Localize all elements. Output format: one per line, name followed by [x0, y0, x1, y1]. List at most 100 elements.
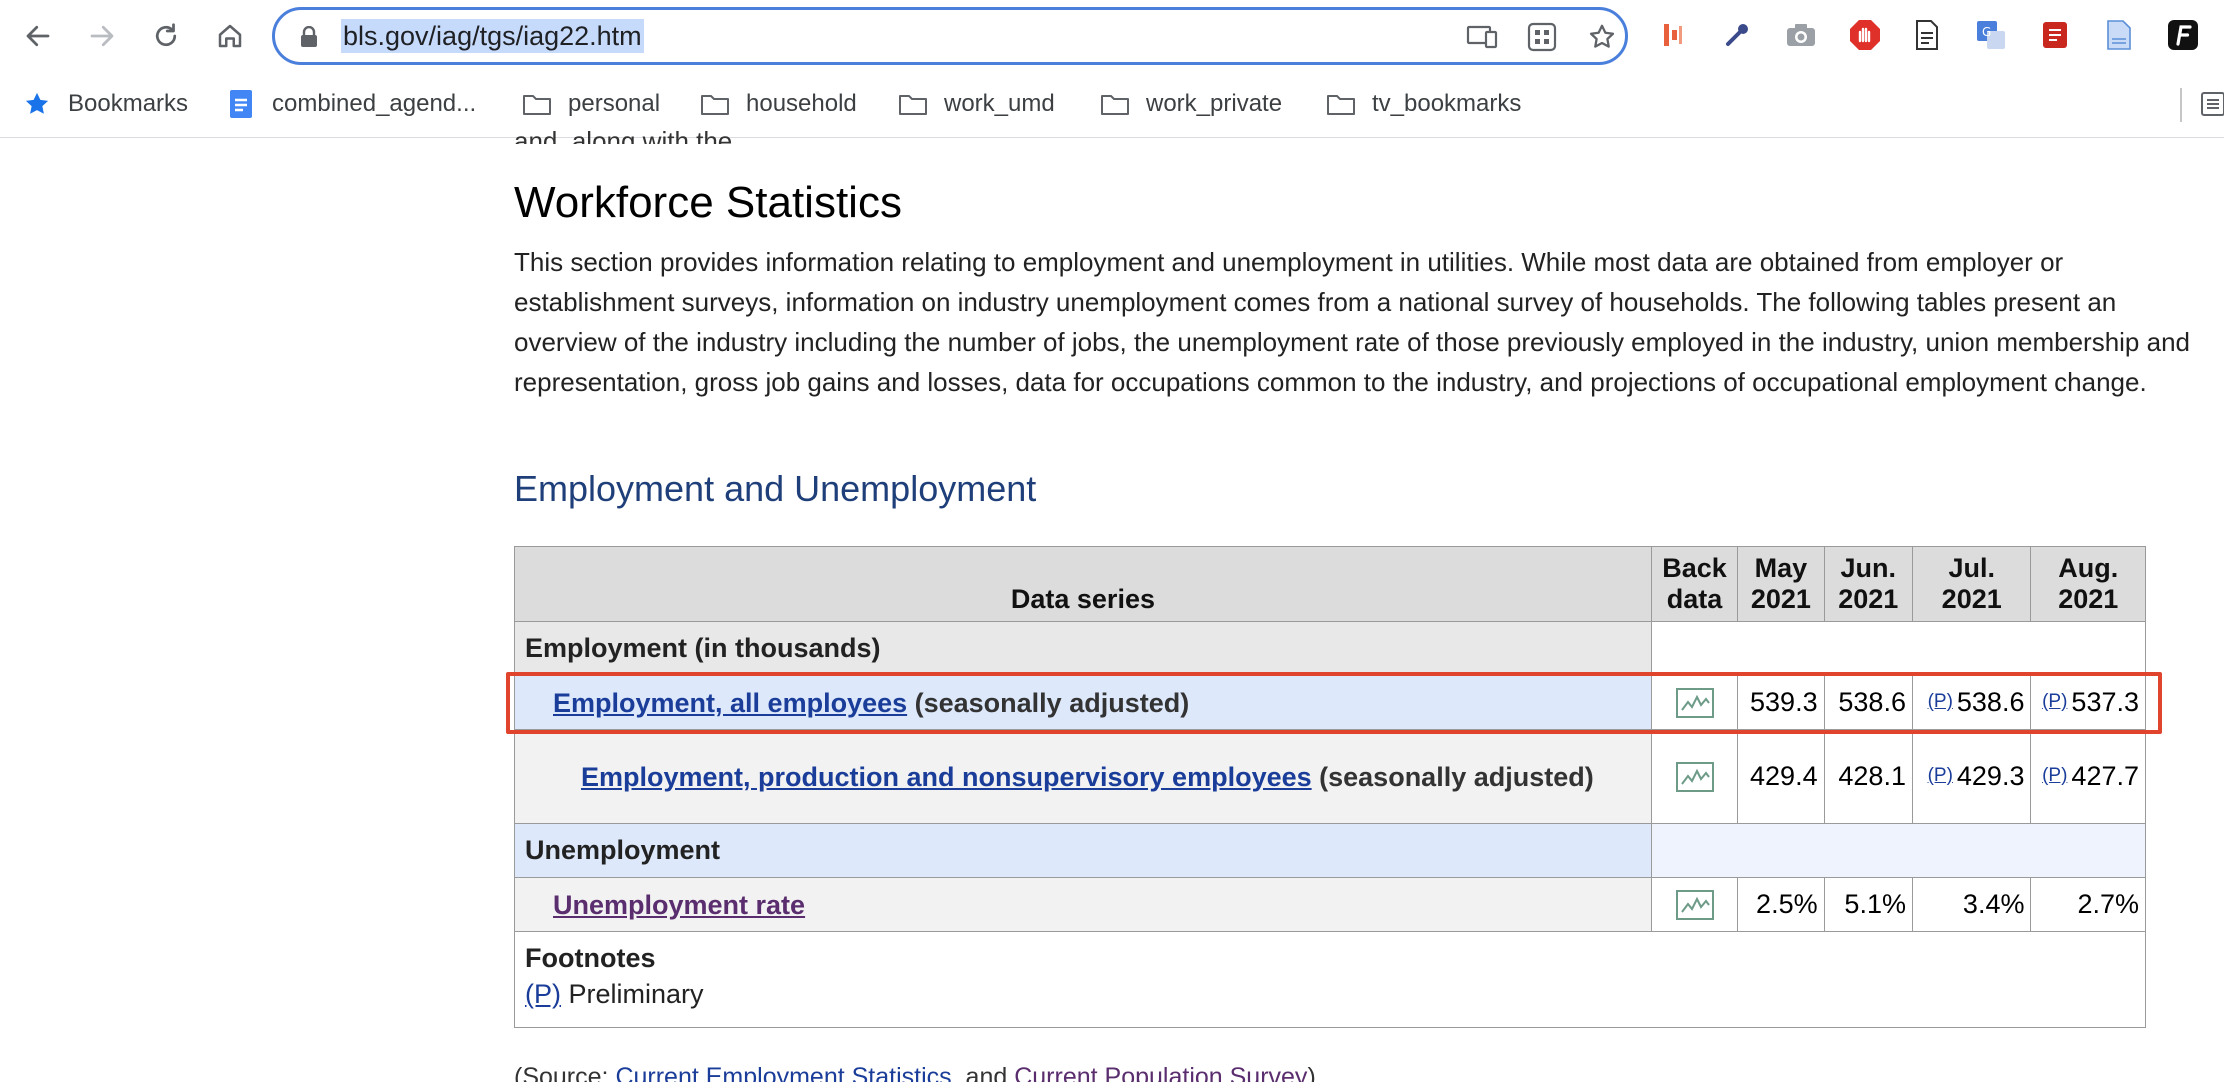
list-icon	[2198, 91, 2224, 117]
home-icon	[218, 24, 242, 48]
header-data-series: Data series	[514, 546, 1652, 622]
group-row-unemployment: Unemployment	[514, 823, 2147, 878]
intro-paragraph: This section provides information relati…	[514, 247, 2190, 397]
arrow-right-icon	[90, 25, 114, 47]
back-button[interactable]	[16, 14, 60, 58]
bookmark-bookmarks[interactable]: Bookmarks	[22, 84, 188, 124]
bookmark-folder-personal[interactable]: personal	[522, 84, 660, 124]
value-jun: 428.1	[1823, 729, 1913, 824]
series-cell: Employment, production and nonsupervisor…	[514, 729, 1652, 824]
header-aug-2021: Aug. 2021	[2030, 546, 2146, 622]
address-bar[interactable]: bls.gov/iag/tgs/iag22.htm	[272, 7, 1628, 65]
group-fill	[1650, 621, 2147, 676]
bookmark-label: personal	[568, 90, 661, 117]
value-aug: 427.7	[2071, 761, 2139, 791]
extension-bars-icon[interactable]	[1654, 16, 1692, 54]
value-may: 539.3	[1737, 675, 1825, 730]
bookmark-star-icon[interactable]	[1585, 20, 1619, 54]
red-doc-icon[interactable]	[2036, 16, 2074, 54]
trend-chart-icon[interactable]	[1675, 762, 1714, 793]
footnotes-cell: Footnotes (P) Preliminary	[514, 931, 2146, 1028]
folder-icon	[898, 91, 928, 117]
header-may-2021: May 2021	[1737, 546, 1825, 622]
trend-chart-icon[interactable]	[1675, 688, 1714, 719]
footnote-marker-link[interactable]: (P)	[525, 979, 561, 1009]
table-row: Employment, production and nonsupervisor…	[514, 729, 2146, 824]
value-may: 2.5%	[1737, 877, 1825, 932]
series-link-unemployment-rate[interactable]: Unemployment rate	[553, 889, 806, 920]
preliminary-marker[interactable]: (P)	[2042, 765, 2068, 786]
bookmark-label: Bookmarks	[68, 90, 189, 117]
folder-icon	[700, 91, 730, 117]
bookmark-label: combined_agend...	[272, 90, 477, 117]
header-line: Aug.	[2058, 553, 2119, 583]
source-link-cps[interactable]: Current Population Survey	[1014, 1063, 1308, 1082]
series-cell: Unemployment rate	[514, 877, 1652, 932]
series-suffix: (seasonally adjusted)	[1311, 761, 1594, 792]
bookmark-label: tv_bookmarks	[1372, 90, 1522, 117]
document-icon[interactable]	[1908, 16, 1946, 54]
source-suffix: )	[1307, 1063, 1316, 1082]
value-jul: 429.3	[1956, 761, 2025, 791]
arrow-left-icon	[26, 25, 50, 47]
reload-icon	[155, 23, 177, 47]
series-link-all-employees[interactable]: Employment, all employees	[553, 687, 908, 718]
employment-table: Data series Back data May 2021 Jun. 2021 Ju…	[514, 546, 2147, 1028]
qr-code-icon[interactable]	[1525, 20, 1559, 54]
group-label: Unemployment	[514, 823, 1652, 878]
bookmark-label: work_private	[1146, 90, 1283, 117]
back-data-cell	[1650, 675, 1739, 730]
camera-icon[interactable]	[1782, 16, 1820, 54]
footnotes-row: Footnotes (P) Preliminary	[514, 931, 2146, 1028]
page-title: Workforce Statistics	[514, 178, 902, 227]
url-text[interactable]: bls.gov/iag/tgs/iag22.htm	[341, 19, 644, 53]
bookmark-label: work_umd	[944, 90, 1055, 117]
bookmark-folder-tv-bookmarks[interactable]: tv_bookmarks	[1326, 84, 1521, 124]
bookmark-folder-household[interactable]: household	[700, 84, 857, 124]
series-link-production-employees[interactable]: Employment, production and nonsupervisor…	[581, 761, 1312, 792]
bookmark-combined-agenda[interactable]: combined_agend...	[226, 84, 476, 124]
translate-icon[interactable]: G	[1972, 16, 2010, 54]
section-title: Employment and Unemployment	[514, 468, 1037, 509]
footnote-text: Preliminary	[561, 979, 704, 1009]
source-prefix: (Source:	[514, 1063, 616, 1082]
forward-button[interactable]	[80, 14, 124, 58]
docs-icon	[226, 90, 256, 118]
adblock-icon[interactable]	[1846, 16, 1884, 54]
reading-list-button[interactable]	[2198, 84, 2224, 124]
header-back-data: Back data	[1650, 546, 1739, 622]
header-jun-2021: Jun. 2021	[1823, 546, 1913, 622]
f-extension-icon[interactable]	[2164, 16, 2202, 54]
value-aug-cell: (P) 537.3	[2030, 675, 2146, 730]
browser-toolbar: bls.gov/iag/tgs/iag22.htm G	[0, 0, 2224, 72]
blue-doc-icon[interactable]	[2100, 16, 2138, 54]
bookmark-label: household	[746, 90, 857, 117]
lock-icon	[301, 26, 317, 47]
preliminary-marker[interactable]: (P)	[1927, 765, 1953, 786]
series-suffix: (seasonally adjusted)	[907, 687, 1190, 718]
preliminary-marker[interactable]: (P)	[2042, 691, 2068, 712]
folder-icon	[1326, 91, 1356, 117]
header-line: 2021	[1941, 584, 2002, 614]
value-may: 429.4	[1737, 729, 1825, 824]
table-header-row: Data series Back data May 2021 Jun. 2021 Ju…	[514, 546, 2146, 622]
eyedropper-icon[interactable]	[1718, 16, 1756, 54]
source-middle: , and	[951, 1063, 1015, 1082]
value-aug-cell: (P) 427.7	[2030, 729, 2146, 824]
home-button[interactable]	[208, 14, 252, 58]
reload-button[interactable]	[144, 14, 188, 58]
footnotes-title: Footnotes	[525, 943, 656, 973]
value-jun: 5.1%	[1823, 877, 1913, 932]
back-data-cell	[1650, 729, 1739, 824]
value-jul-cell: (P) 429.3	[1911, 729, 2032, 824]
bookmark-folder-work-umd[interactable]: work_umd	[898, 84, 1055, 124]
source-link-ces[interactable]: Current Employment Statistics	[615, 1063, 952, 1082]
bookmark-folder-work-private[interactable]: work_private	[1100, 84, 1282, 124]
trend-chart-icon[interactable]	[1675, 890, 1714, 921]
header-line: Back	[1662, 553, 1727, 583]
header-line: data	[1666, 584, 1723, 614]
bookmarks-bar: Bookmarks combined_agend... personal hou…	[0, 72, 2224, 138]
preliminary-marker[interactable]: (P)	[1927, 691, 1953, 712]
header-line: 2021	[1838, 584, 1899, 614]
cast-icon[interactable]	[1465, 20, 1499, 54]
